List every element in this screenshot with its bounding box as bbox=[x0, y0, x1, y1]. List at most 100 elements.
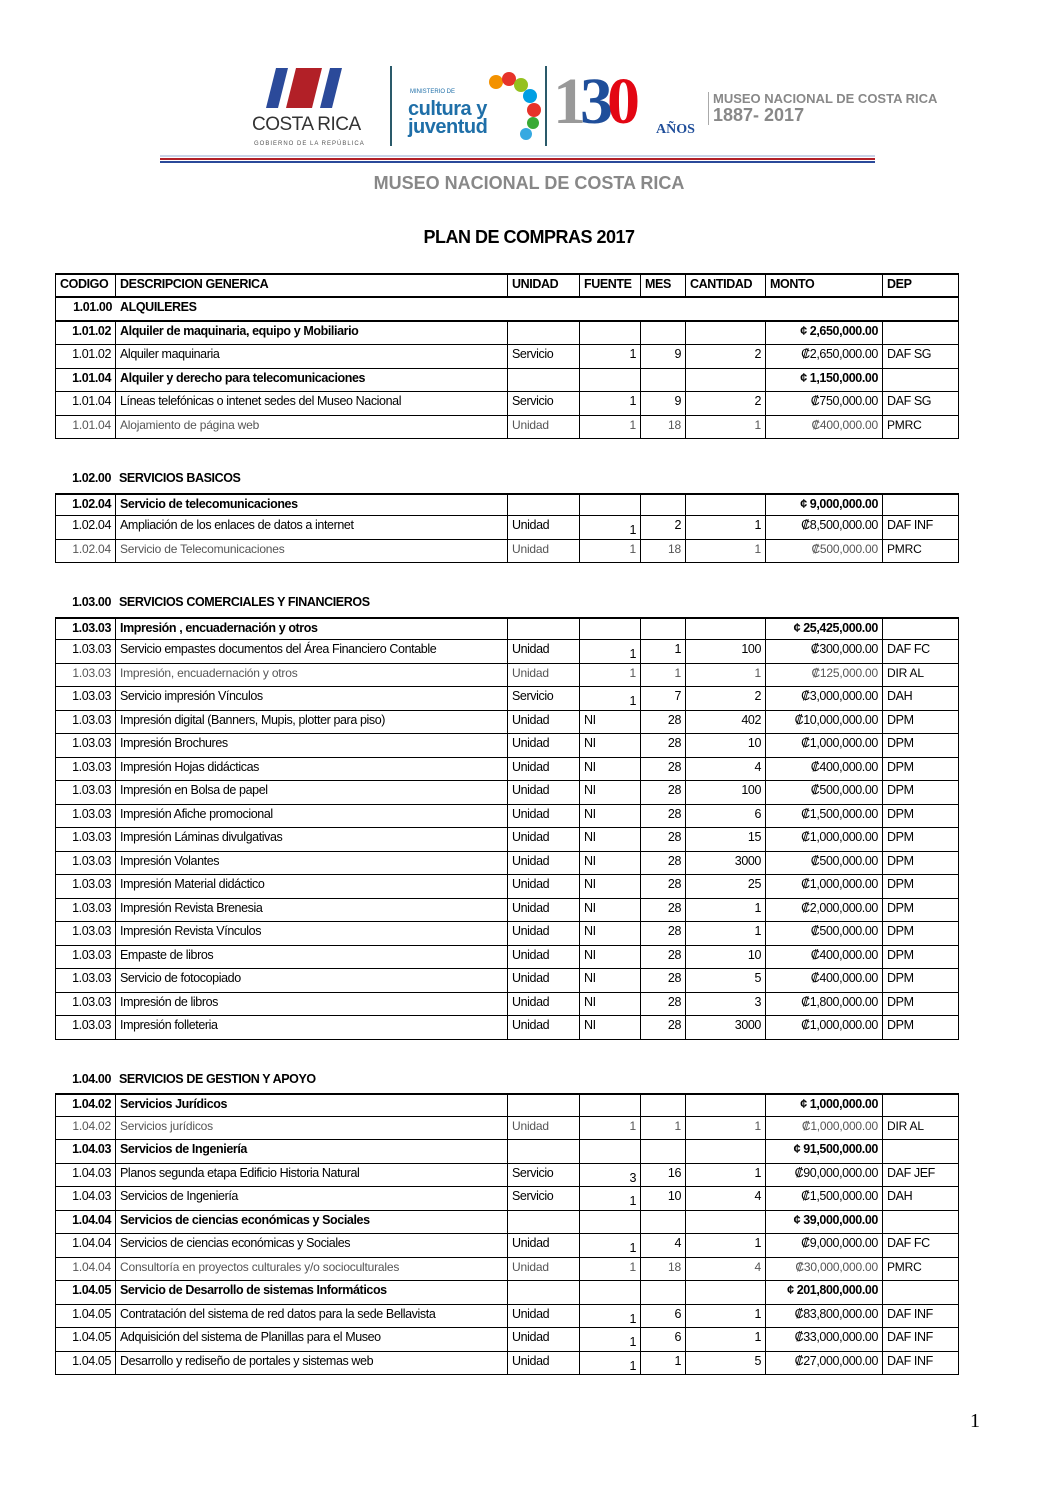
table-row: 1.03.03 Servicio de fotocopiado Unidad NI 28… bbox=[55, 969, 959, 993]
cell-monto: ₡125,000.00 bbox=[766, 663, 883, 686]
cell-mes: 28 bbox=[641, 945, 686, 968]
header-rule bbox=[160, 155, 875, 157]
cell-mes: 28 bbox=[641, 757, 686, 780]
cell-mes: 28 bbox=[641, 734, 686, 757]
cell-mes: 6 bbox=[641, 1304, 686, 1327]
cell-mes bbox=[641, 321, 686, 344]
cell-fuente: 3 bbox=[580, 1163, 641, 1186]
cell-monto: ₡83,800,000.00 bbox=[766, 1304, 883, 1327]
table-row: 1.01.04 Líneas telefónicas o intenet sede… bbox=[55, 392, 959, 416]
section-title: 1.01.00 ALQUILERES bbox=[55, 298, 959, 322]
cell-descripcion: Ampliación de los enlaces de datos a int… bbox=[116, 516, 508, 539]
cell-descripcion: Impresión de libros bbox=[116, 992, 508, 1015]
cell-codigo: 1.04.04 bbox=[56, 1210, 116, 1233]
table-row: 1.03.03 Impresión folleteria Unidad NI 28 300… bbox=[55, 1016, 959, 1040]
cell-descripcion: Impresión Láminas divulgativas bbox=[116, 828, 508, 851]
cell-cantidad: 1 bbox=[686, 663, 766, 686]
costa-rica-flag-icon bbox=[266, 68, 342, 108]
cell-dep: DPM bbox=[887, 736, 914, 750]
table-row: 1.04.04 Consultoría en proyectos cultural… bbox=[55, 1257, 959, 1281]
group-row: 1.04.03 Servicios de Ingeniería ¢ 91,500,0… bbox=[55, 1140, 959, 1164]
table-row: 1.03.03 Impresión Revista Vínculos Unidad N… bbox=[55, 922, 959, 946]
cell-codigo: 1.03.03 bbox=[56, 945, 116, 968]
cell-fuente: 1 bbox=[580, 539, 641, 562]
cell-codigo: 1.03.03 bbox=[56, 875, 116, 898]
cell-codigo: 1.03.03 bbox=[56, 1016, 116, 1039]
table-row: 1.03.03 Impresión Láminas divulgativas Uni… bbox=[55, 828, 959, 852]
table-row: 1.04.03 Servicios de Ingeniería Servicio 1 1… bbox=[55, 1187, 959, 1211]
cell-descripcion: Alquiler maquinaria bbox=[116, 345, 508, 368]
cell-fuente: 1 bbox=[580, 1234, 641, 1257]
cell-unidad: Unidad bbox=[508, 1116, 580, 1139]
col-codigo: CODIGO bbox=[56, 275, 116, 296]
cell-dep: DAF INF bbox=[887, 518, 933, 532]
cell-mes bbox=[641, 618, 686, 639]
cell-fuente: 1 bbox=[580, 640, 641, 663]
cell-fuente bbox=[580, 368, 641, 391]
cell-monto: ¢ 91,500,000.00 bbox=[766, 1140, 883, 1163]
logo-ministerio: MINISTERIO DE bbox=[410, 89, 456, 95]
logo-divider bbox=[545, 66, 547, 146]
section-name: SERVICIOS DE GESTION Y APOYO bbox=[119, 1071, 316, 1086]
col-monto: MONTO bbox=[766, 275, 883, 296]
cell-mes: 1 bbox=[641, 663, 686, 686]
cell-fuente: 1 bbox=[580, 1187, 641, 1210]
cell-descripcion: Impresión, encuadernación y otros bbox=[116, 663, 508, 686]
cell-descripcion: Impresión Volantes bbox=[116, 851, 508, 874]
cell-codigo: 1.03.03 bbox=[56, 757, 116, 780]
col-cantidad: CANTIDAD bbox=[686, 275, 766, 296]
cell-cantidad: 1 bbox=[686, 898, 766, 921]
cell-dep bbox=[883, 1281, 958, 1304]
cell-dep: PMRC bbox=[887, 1259, 922, 1274]
cell-codigo: 1.03.03 bbox=[56, 898, 116, 921]
cell-fuente bbox=[580, 321, 641, 344]
cell-cantidad: 3 bbox=[686, 992, 766, 1015]
table-row: 1.03.03 Impresión Material didáctico Unida… bbox=[55, 875, 959, 899]
table-row: 1.03.03 Impresión Volantes Unidad NI 28 3000 ₡… bbox=[55, 851, 959, 875]
cell-mes: 28 bbox=[641, 1016, 686, 1039]
col-descripcion: DESCRIPCION GENERICA bbox=[116, 275, 508, 296]
cell-fuente bbox=[580, 1281, 641, 1304]
cell-dep: DPM bbox=[887, 1018, 914, 1032]
cell-fuente bbox=[580, 618, 641, 639]
cell-descripcion: Desarrollo y rediseño de portales y sist… bbox=[116, 1351, 508, 1374]
cell-mes: 28 bbox=[641, 875, 686, 898]
cell-monto: ₡500,000.00 bbox=[766, 851, 883, 874]
cell-mes bbox=[641, 1210, 686, 1233]
table-row: 1.03.03 Impresión Revista Brenesia Unidad N… bbox=[55, 898, 959, 922]
table-row: 1.03.03 Impresión Hojas didácticas Unidad N… bbox=[55, 757, 959, 781]
cell-codigo: 1.03.03 bbox=[56, 992, 116, 1015]
cell-dep: DPM bbox=[887, 971, 914, 985]
cell-monto: ₡9,000,000.00 bbox=[766, 1234, 883, 1257]
cell-cantidad: 100 bbox=[686, 781, 766, 804]
cell-mes: 10 bbox=[641, 1187, 686, 1210]
cell-unidad: Servicio bbox=[508, 1163, 580, 1186]
section-gap bbox=[55, 439, 959, 469]
cell-cantidad: 2 bbox=[686, 687, 766, 710]
cell-mes bbox=[641, 368, 686, 391]
section-name: ALQUILERES bbox=[120, 300, 197, 314]
cell-dep: DAH bbox=[887, 689, 913, 703]
cell-cantidad: 10 bbox=[686, 734, 766, 757]
cell-unidad: Unidad bbox=[508, 922, 580, 945]
cell-cantidad: 15 bbox=[686, 828, 766, 851]
cell-descripcion: Impresión Brochures bbox=[116, 734, 508, 757]
purchase-plan-table: CODIGO DESCRIPCION GENERICA UNIDAD FUENT… bbox=[55, 273, 959, 1375]
page-title: PLAN DE COMPRAS 2017 bbox=[423, 227, 635, 247]
cell-dep: DAF SG bbox=[887, 347, 932, 361]
cell-cantidad: 3000 bbox=[686, 1016, 766, 1039]
cultura-petals-icon bbox=[489, 72, 541, 140]
cell-descripcion: Impresión Material didáctico bbox=[116, 875, 508, 898]
cell-descripcion: Servicios de ciencias económicas y Socia… bbox=[116, 1210, 508, 1233]
cell-monto: ₡1,000,000.00 bbox=[766, 734, 883, 757]
cell-fuente: 1 bbox=[580, 1351, 641, 1374]
table-row: 1.03.03 Impresión Brochures Unidad NI 28 10 ₡1… bbox=[55, 734, 959, 758]
cell-mes bbox=[641, 1140, 686, 1163]
cell-dep: DPM bbox=[887, 759, 914, 774]
cell-cantidad: 2 bbox=[686, 392, 766, 415]
cell-monto: ₡400,000.00 bbox=[766, 757, 883, 780]
cell-monto: ₡8,500,000.00 bbox=[766, 516, 883, 539]
cell-fuente: 1 bbox=[580, 1257, 641, 1280]
cell-dep: DAF INF bbox=[887, 1330, 933, 1344]
cell-unidad: Unidad bbox=[508, 1328, 580, 1351]
